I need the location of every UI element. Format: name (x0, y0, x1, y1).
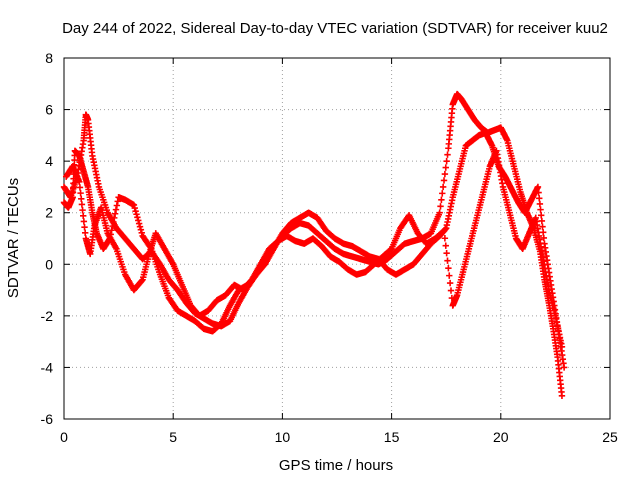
data-point (439, 183, 447, 191)
data-point (138, 277, 145, 284)
plot-frame (63, 57, 611, 420)
data-point (447, 287, 455, 294)
y-tick-label: -6 (41, 411, 54, 427)
data-point (80, 212, 87, 220)
data-point (538, 217, 546, 225)
data-point (79, 206, 86, 214)
y-axis-title: SDTVAR / TECUs (5, 178, 22, 298)
x-tick-label: 0 (60, 429, 68, 445)
data-point (537, 206, 544, 213)
data-point (81, 223, 88, 231)
data-point (442, 242, 449, 249)
series-track-b (60, 129, 568, 371)
data-points (60, 90, 568, 399)
data-point (134, 214, 141, 221)
data-point (80, 218, 88, 225)
x-tick-label: 5 (169, 429, 177, 445)
data-point (110, 218, 117, 226)
y-tick-label: -2 (41, 308, 54, 324)
data-point (112, 206, 120, 213)
data-point (440, 177, 448, 184)
x-axis-title: GPS time / hours (279, 457, 393, 474)
tick-labels: 0 5 10 15 20 25 -6 -4 -2 0 2 4 6 8 (41, 50, 618, 445)
data-point (560, 364, 568, 371)
data-point (111, 214, 118, 222)
data-point (539, 223, 546, 230)
y-tick-label: 4 (45, 153, 53, 169)
data-point (78, 195, 85, 202)
y-tick-label: 6 (45, 102, 53, 118)
data-point (443, 157, 450, 165)
data-point (133, 211, 140, 218)
axis-ticks (63, 57, 611, 420)
data-point (138, 229, 145, 237)
data-point (135, 220, 143, 227)
data-point (446, 272, 453, 279)
data-point (440, 227, 448, 234)
data-point (441, 235, 449, 242)
data-point (558, 392, 566, 399)
y-tick-label: 2 (45, 205, 53, 221)
data-point (540, 234, 548, 242)
data-point (437, 203, 444, 210)
data-point (536, 195, 543, 202)
data-point (114, 198, 121, 205)
data-point (78, 201, 86, 208)
data-point (442, 164, 449, 171)
data-point (538, 212, 545, 219)
data-point (534, 183, 542, 191)
grid-lines (64, 58, 610, 419)
data-point (76, 178, 83, 185)
data-point (558, 343, 566, 350)
data-point (444, 151, 451, 158)
x-tick-label: 25 (602, 429, 618, 445)
x-tick-label: 15 (384, 429, 400, 445)
x-tick-label: 10 (275, 429, 291, 445)
data-point (81, 229, 89, 237)
chart-title: Day 244 of 2022, Sidereal Day-to-day VTE… (62, 20, 608, 37)
data-point (444, 257, 451, 264)
data-point (445, 264, 452, 272)
data-point (136, 223, 144, 230)
data-point (137, 226, 145, 233)
data-point (438, 196, 445, 204)
data-point (441, 170, 449, 178)
data-point (130, 201, 138, 209)
data-point (535, 189, 542, 196)
data-point (131, 204, 138, 212)
data-point (536, 200, 544, 208)
data-point (446, 279, 454, 287)
series-track-c (62, 147, 566, 350)
data-point (436, 209, 443, 216)
data-point (135, 217, 142, 224)
data-point (109, 222, 116, 230)
data-point (76, 184, 84, 191)
data-point (111, 210, 119, 217)
data-point (77, 189, 84, 197)
y-tick-label: 8 (45, 50, 53, 66)
x-tick-label: 20 (493, 429, 509, 445)
y-tick-label: 0 (45, 256, 53, 272)
data-point (132, 207, 139, 215)
data-point (113, 202, 121, 209)
y-tick-label: -4 (41, 359, 54, 375)
data-point (443, 249, 450, 257)
data-point (439, 190, 446, 197)
